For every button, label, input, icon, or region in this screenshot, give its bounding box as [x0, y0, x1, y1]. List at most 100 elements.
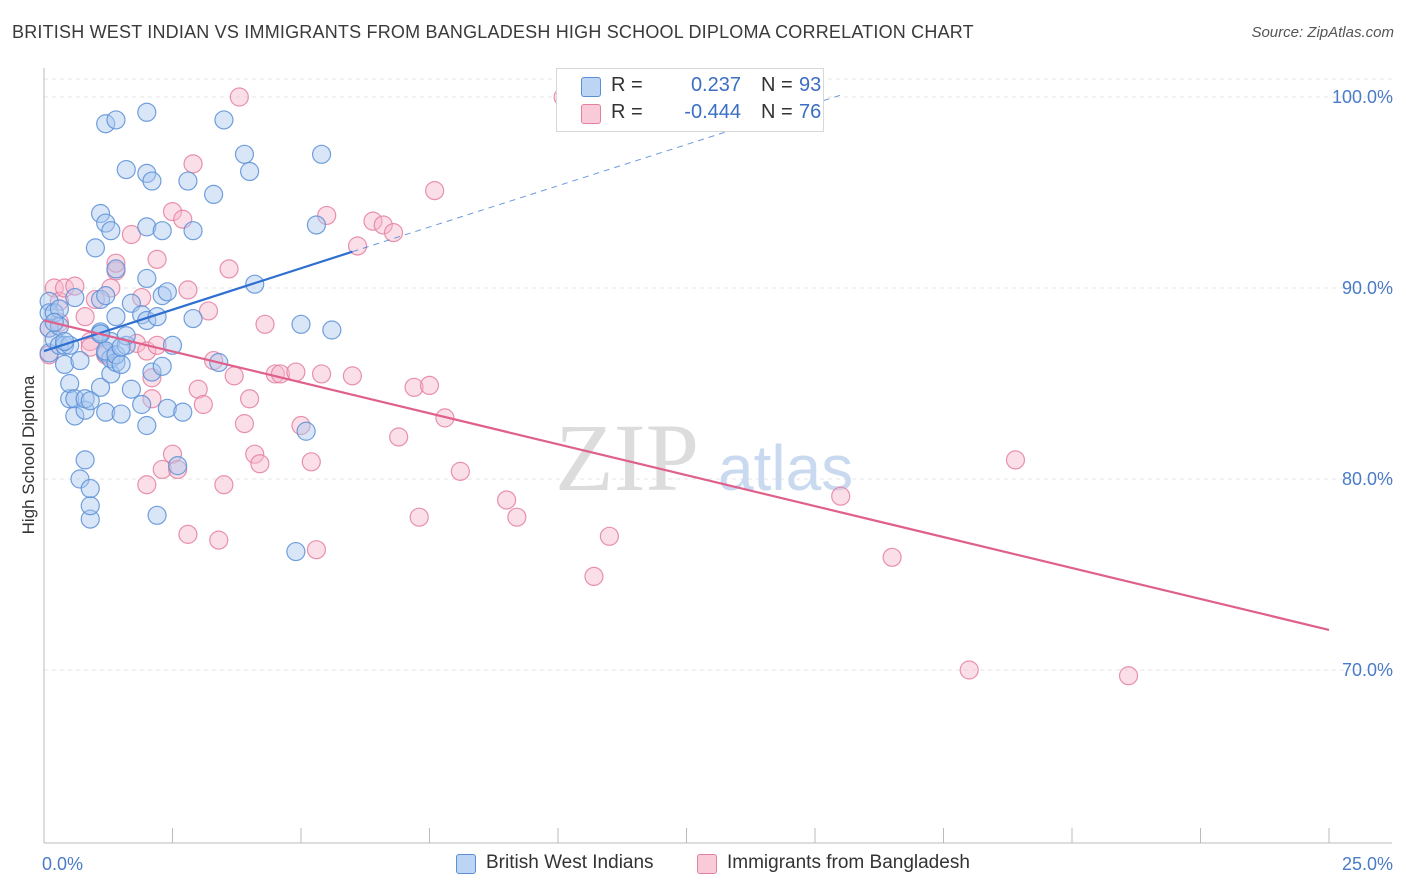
n-label: N =: [761, 101, 793, 123]
data-point: [507, 507, 527, 527]
data-point: [183, 221, 203, 241]
data-point: [111, 404, 131, 424]
data-point: [209, 530, 229, 550]
data-point: [311, 364, 332, 384]
data-point: [383, 223, 404, 243]
data-point: [404, 377, 424, 397]
data-point: [183, 308, 203, 329]
data-point: [106, 253, 126, 273]
series-british-west-indians-points: [39, 102, 342, 562]
watermark-atlas: atlas: [718, 432, 853, 504]
data-point: [347, 236, 368, 256]
data-point: [168, 456, 188, 476]
data-point: [132, 287, 152, 308]
data-point: [882, 547, 902, 567]
y-tick-label: 100.0%: [1332, 87, 1393, 107]
data-point: [137, 268, 157, 289]
axis-labels: 70.0% 80.0% 90.0% 100.0% 0.0% 25.0% High Schoo…: [19, 87, 1393, 874]
trend-lines: [43, 94, 1330, 631]
trend-line-pink: [43, 319, 1330, 631]
data-point: [147, 505, 167, 525]
correlation-legend: R = 0.237 N = 93 R = -0.444 N = 76: [556, 68, 824, 132]
data-point: [173, 402, 193, 422]
data-point: [245, 444, 265, 464]
data-point: [106, 307, 126, 327]
series-legend: British West Indians Immigrants from Ban…: [0, 852, 1406, 878]
x-tick-label-start: 0.0%: [42, 854, 83, 874]
data-point: [240, 389, 260, 409]
data-point: [157, 398, 177, 418]
data-point: [106, 259, 126, 279]
data-point: [70, 469, 90, 489]
data-point: [96, 286, 116, 306]
data-point: [39, 291, 59, 311]
data-point: [137, 217, 157, 237]
pink-swatch: [697, 854, 717, 874]
data-point: [178, 280, 198, 300]
data-point: [178, 524, 198, 544]
data-point: [75, 307, 95, 327]
data-point: [147, 249, 167, 269]
blue-swatch: [456, 854, 476, 874]
series-bangladesh-points: [39, 87, 1139, 686]
data-point: [80, 496, 100, 516]
data-point: [497, 490, 517, 510]
data-point: [137, 475, 157, 495]
data-point: [234, 414, 255, 434]
data-point: [425, 180, 445, 201]
data-point: [101, 364, 121, 384]
data-point: [599, 526, 620, 546]
data-point: [306, 540, 327, 560]
data-point: [250, 454, 270, 474]
trend-line-blue-extension: [352, 94, 841, 253]
data-point: [106, 110, 126, 130]
data-point: [85, 238, 106, 258]
trend-line-blue: [43, 250, 353, 353]
data-point: [142, 171, 162, 191]
data-point: [373, 215, 393, 235]
data-point: [183, 154, 203, 174]
source-label: Source: ZipAtlas.com: [1251, 24, 1394, 41]
data-point: [214, 110, 234, 130]
data-point: [1118, 666, 1139, 686]
data-point: [132, 394, 152, 415]
data-point: [291, 314, 311, 334]
data-point: [65, 406, 85, 426]
data-point: [311, 144, 332, 164]
n-value: 93: [799, 74, 822, 96]
data-point: [234, 144, 255, 164]
data-point: [322, 320, 342, 340]
data-point: [409, 507, 429, 527]
data-point: [90, 289, 111, 310]
y-axis-label: High School Diploma: [19, 375, 38, 534]
chart-title: BRITISH WEST INDIAN VS IMMIGRANTS FROM B…: [12, 22, 974, 42]
data-point: [342, 366, 362, 386]
legend-label: Immigrants from Bangladesh: [727, 852, 970, 873]
data-point: [70, 350, 90, 371]
x-tick-label-end: 25.0%: [1342, 854, 1393, 874]
data-point: [60, 373, 80, 394]
data-point: [296, 421, 316, 441]
r-value: -0.444: [684, 101, 741, 123]
data-point: [286, 362, 306, 382]
data-point: [255, 314, 275, 334]
y-tick-label: 90.0%: [1342, 278, 1393, 298]
data-point: [96, 114, 116, 134]
data-point: [65, 287, 85, 308]
data-point: [198, 301, 219, 321]
y-tick-label: 70.0%: [1342, 660, 1393, 680]
data-point: [224, 366, 244, 386]
data-point: [301, 452, 321, 472]
data-point: [1005, 450, 1026, 470]
r-value: 0.237: [690, 74, 741, 96]
data-point: [90, 377, 111, 397]
data-point: [389, 427, 409, 447]
data-point: [240, 161, 260, 182]
n-value: 76: [799, 101, 822, 123]
data-point: [178, 171, 198, 191]
data-point: [157, 282, 177, 302]
data-point: [219, 259, 239, 279]
data-point: [137, 102, 157, 122]
data-point: [111, 354, 131, 374]
